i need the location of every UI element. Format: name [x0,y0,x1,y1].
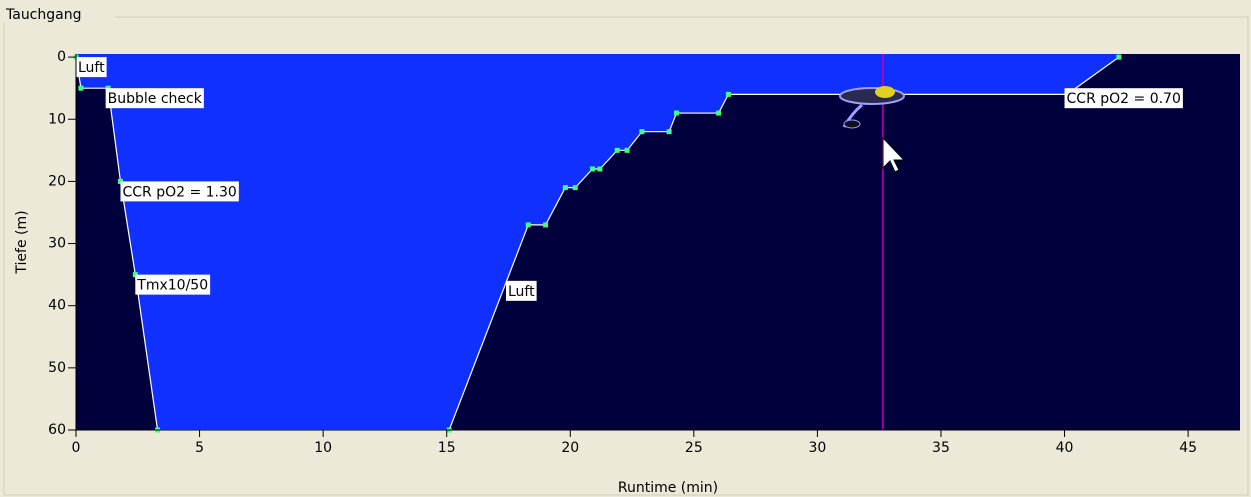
profile-marker [597,166,603,172]
x-axis-title: Runtime (min) [618,480,718,496]
profile-marker [639,129,645,135]
annotation-box [76,57,107,78]
y-tick-label: 50 [48,360,66,376]
x-tick-label: 10 [314,440,332,456]
annotation-label: CCR pO2 = 0.70 [1067,91,1181,107]
profile-marker [78,85,84,91]
annotation-label: Bubble check [108,91,203,107]
group-title-bg [3,6,115,22]
y-tick-label: 60 [48,422,66,438]
profile-marker [725,91,731,97]
group-title: Tauchgang [5,7,81,23]
profile-marker [590,166,596,172]
x-tick-label: 15 [438,440,456,456]
x-tick-label: 45 [1179,440,1197,456]
x-tick-label: 40 [1056,440,1074,456]
x-tick-label: 30 [808,440,826,456]
y-axis-title: Tiefe (m) [14,210,30,274]
annotation-box [506,280,537,301]
annotation-box [105,88,204,109]
annotation-label: Tmx10/50 [136,278,208,294]
profile-marker [1116,54,1122,60]
annotation-box [135,274,211,295]
y-tick-label: 10 [48,111,66,127]
profile-marker [562,185,568,191]
profile-marker [572,185,578,191]
profile-marker [624,147,630,153]
annotation-label: Luft [508,284,535,300]
annotation-box [120,181,239,202]
profile-line [75,56,1120,431]
x-tick-label: 5 [195,440,204,456]
mouse-pointer [882,136,906,173]
y-tick-label: 0 [57,49,66,65]
profile-marker [543,222,549,228]
x-tick-label: 20 [561,440,579,456]
diver-icon [839,86,905,129]
x-tick-label: 25 [685,440,703,456]
profile-marker [525,222,531,228]
x-tick-label: 35 [932,440,950,456]
y-tick-label: 20 [48,173,66,189]
x-tick-label: 0 [72,440,81,456]
profile-marker [614,147,620,153]
group-box [3,16,1249,496]
area-fill [76,54,1119,430]
y-tick-label: 40 [48,298,66,314]
profile-marker [674,110,680,116]
profile-marker [716,110,722,116]
annotation-label: CCR pO2 = 1.30 [122,184,236,200]
y-tick-label: 30 [48,236,66,252]
annotation-label: Luft [78,60,105,76]
profile-marker [666,129,672,135]
annotation-box [1064,88,1183,109]
